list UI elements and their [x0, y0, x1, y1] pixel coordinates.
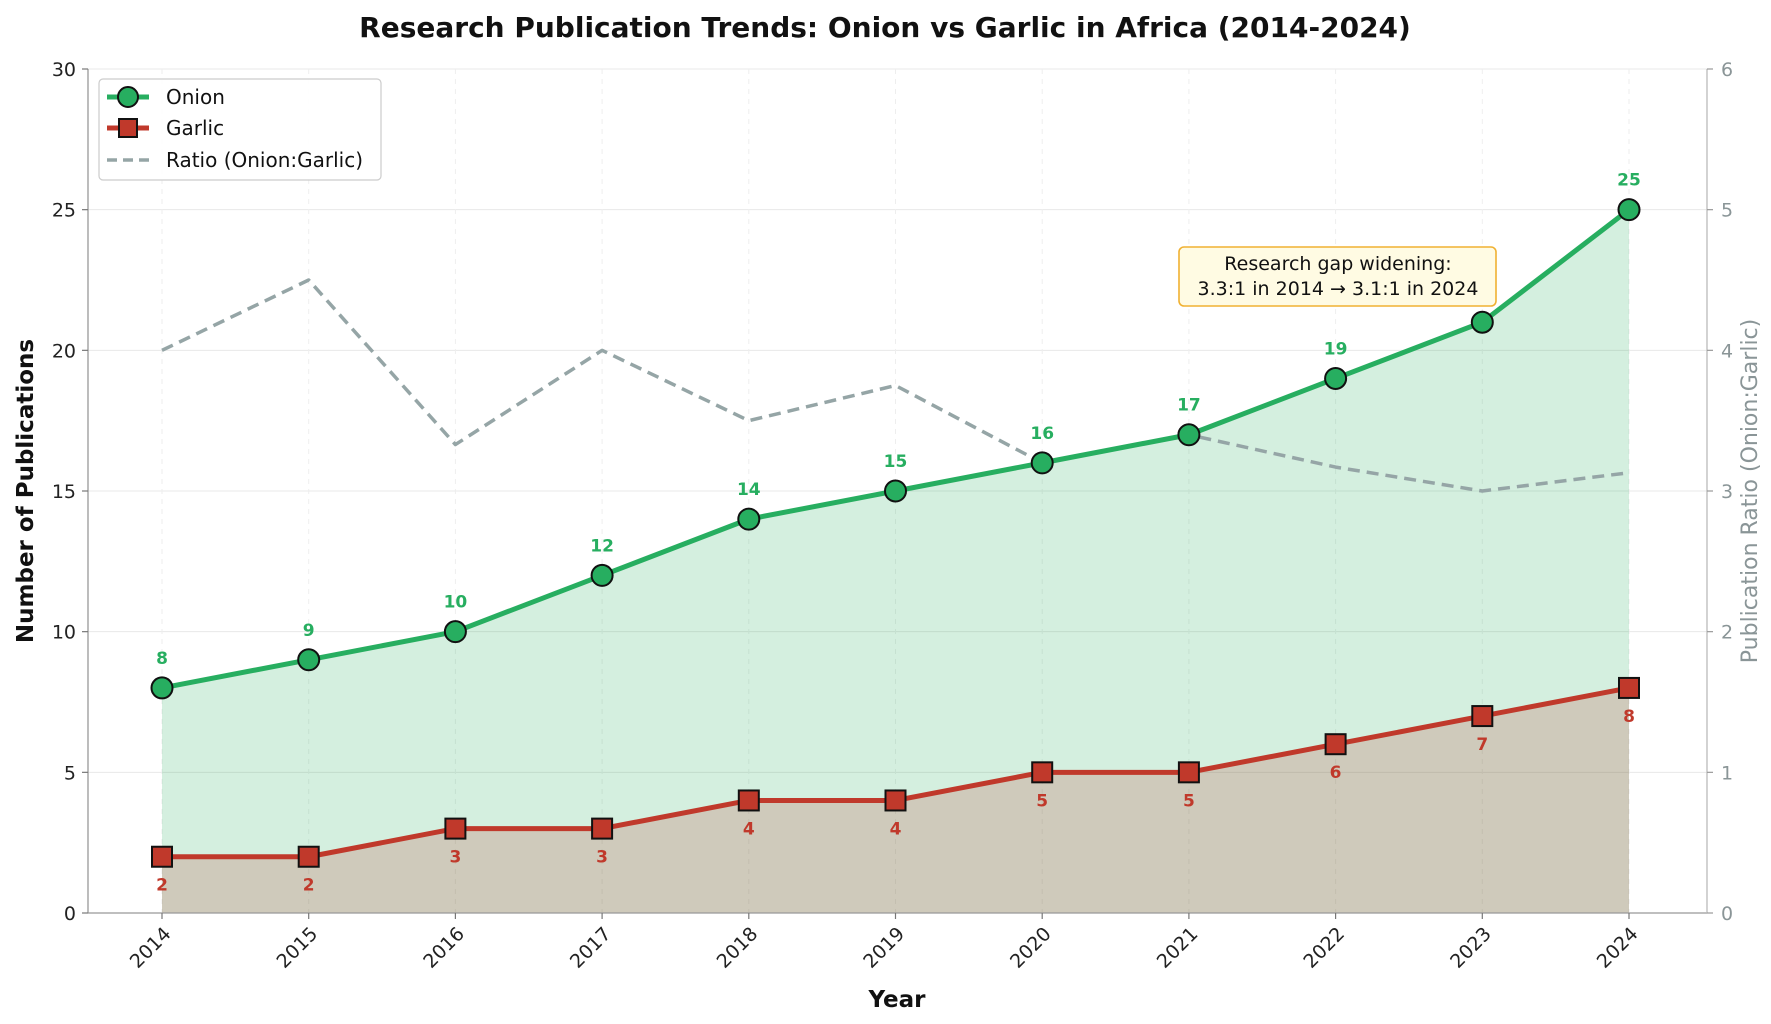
- garlic-point: [1618, 676, 1640, 699]
- y-tick-label: 15: [52, 481, 76, 503]
- ratio-point: [1335, 467, 1336, 468]
- onion-data-label: 9: [303, 621, 315, 641]
- garlic-data-label: 3: [596, 848, 608, 868]
- y2-tick-label: 2: [1721, 622, 1733, 644]
- chart-title: Research Publication Trends: Onion vs Ga…: [359, 11, 1411, 44]
- garlic-data-label: 3: [449, 848, 461, 868]
- legend-onion-label: Onion: [166, 85, 225, 109]
- garlic-point: [591, 817, 614, 840]
- ratio-series-line: [161, 278, 1630, 493]
- y2-tick-label: 4: [1721, 340, 1733, 362]
- x-tick-label: 2020: [1006, 923, 1056, 973]
- ratio-point: [602, 350, 603, 351]
- ratio-point: [1629, 472, 1630, 473]
- garlic-point: [151, 845, 173, 868]
- onion-area-fill: [162, 209, 1629, 913]
- onion-data-label: 14: [737, 480, 761, 500]
- legend-garlic-label: Garlic: [166, 116, 224, 140]
- garlic-point: [1471, 705, 1494, 728]
- garlic-point: [444, 817, 467, 840]
- garlic-data-label: 6: [1330, 763, 1342, 783]
- y-axis-label: Number of Publications: [13, 339, 39, 643]
- garlic-point: [1324, 733, 1347, 756]
- onion-point: [1030, 451, 1054, 475]
- x-tick-label: 2018: [713, 923, 763, 973]
- x-tick-label: 2019: [859, 923, 909, 973]
- onion-data-label: 12: [590, 536, 614, 556]
- legend: Onion Garlic Ratio (Onion:Garlic): [98, 78, 382, 181]
- onion-data-label: 25: [1617, 171, 1641, 191]
- y-tick-label: 5: [64, 762, 76, 784]
- y2-tick-label: 5: [1721, 200, 1733, 222]
- garlic-data-label: 8: [1623, 707, 1635, 727]
- ratio-point: [455, 444, 456, 445]
- onion-point: [150, 676, 174, 700]
- legend-onion-marker: [117, 86, 139, 108]
- y-tick-label: 0: [64, 903, 76, 925]
- x-tick-label: 2022: [1299, 923, 1349, 973]
- y2-tick-label: 3: [1721, 481, 1733, 503]
- onion-data-label: 16: [1030, 424, 1054, 444]
- onion-point: [1324, 366, 1348, 390]
- annotation: Research gap widening: 3.3:1 in 2014 → 3…: [1178, 246, 1497, 307]
- x-tick-label: 2017: [566, 923, 616, 973]
- ratio-point: [308, 280, 309, 281]
- garlic-point: [1031, 761, 1054, 784]
- annotation-line-2: 3.3:1 in 2014 → 3.1:1 in 2024: [1198, 278, 1479, 300]
- annotation-line-1: Research gap widening:: [1224, 253, 1451, 275]
- y-tick-label: 25: [52, 200, 76, 222]
- garlic-data-label: 4: [743, 819, 755, 839]
- y2-axis-label: Publication Ratio (Onion:Garlic): [1738, 319, 1763, 663]
- ratio-point: [1482, 491, 1483, 492]
- garlic-point: [1177, 761, 1200, 784]
- garlic-data-label: 2: [303, 876, 315, 896]
- onion-data-label: 17: [1177, 396, 1201, 416]
- garlic-data-label: 5: [1036, 791, 1048, 811]
- x-tick-label: 2016: [419, 923, 469, 973]
- garlic-data-label: 2: [156, 876, 168, 896]
- onion-point: [737, 507, 761, 531]
- y2-tick-label: 1: [1721, 762, 1733, 784]
- onion-point: [1177, 423, 1201, 447]
- y-tick-label: 30: [52, 59, 76, 81]
- garlic-data-label: 7: [1476, 735, 1488, 755]
- y2-tick-label: 6: [1721, 59, 1733, 81]
- ratio-point: [162, 350, 163, 351]
- ratio-point: [748, 420, 749, 421]
- x-tick-label: 2021: [1153, 923, 1203, 973]
- onion-point: [1617, 198, 1641, 222]
- legend-ratio-label: Ratio (Onion:Garlic): [166, 148, 363, 172]
- legend-box: [98, 78, 382, 181]
- x-axis-label: Year: [867, 987, 926, 1013]
- x-tick-label: 2014: [126, 923, 176, 973]
- garlic-point: [297, 845, 320, 868]
- x-tick-label: 2015: [272, 923, 322, 973]
- onion-point: [1470, 310, 1494, 334]
- ratio-point: [895, 385, 896, 386]
- annotation-box: [1178, 246, 1497, 307]
- garlic-data-label: 4: [890, 819, 902, 839]
- onion-point: [590, 563, 614, 587]
- onion-point: [443, 620, 467, 644]
- garlic-point: [884, 789, 907, 812]
- garlic-point: [737, 789, 760, 812]
- onion-data-label: 19: [1324, 339, 1348, 359]
- onion-data-label: 15: [884, 452, 908, 472]
- x-tick-label: 2023: [1446, 923, 1496, 973]
- y-tick-label: 20: [52, 340, 76, 362]
- x-tick-label: 2024: [1593, 923, 1643, 973]
- onion-point: [297, 648, 321, 672]
- onion-data-label: 8: [156, 649, 168, 669]
- series-layer: [150, 198, 1641, 868]
- legend-garlic-marker: [118, 118, 138, 138]
- onion-point: [884, 479, 907, 503]
- y2-tick-label: 0: [1721, 903, 1733, 925]
- onion-data-label: 10: [444, 593, 468, 613]
- garlic-data-label: 5: [1183, 791, 1195, 811]
- label-layer: 2233445567889101214151617192125: [156, 171, 1641, 896]
- y-tick-label: 10: [52, 622, 76, 644]
